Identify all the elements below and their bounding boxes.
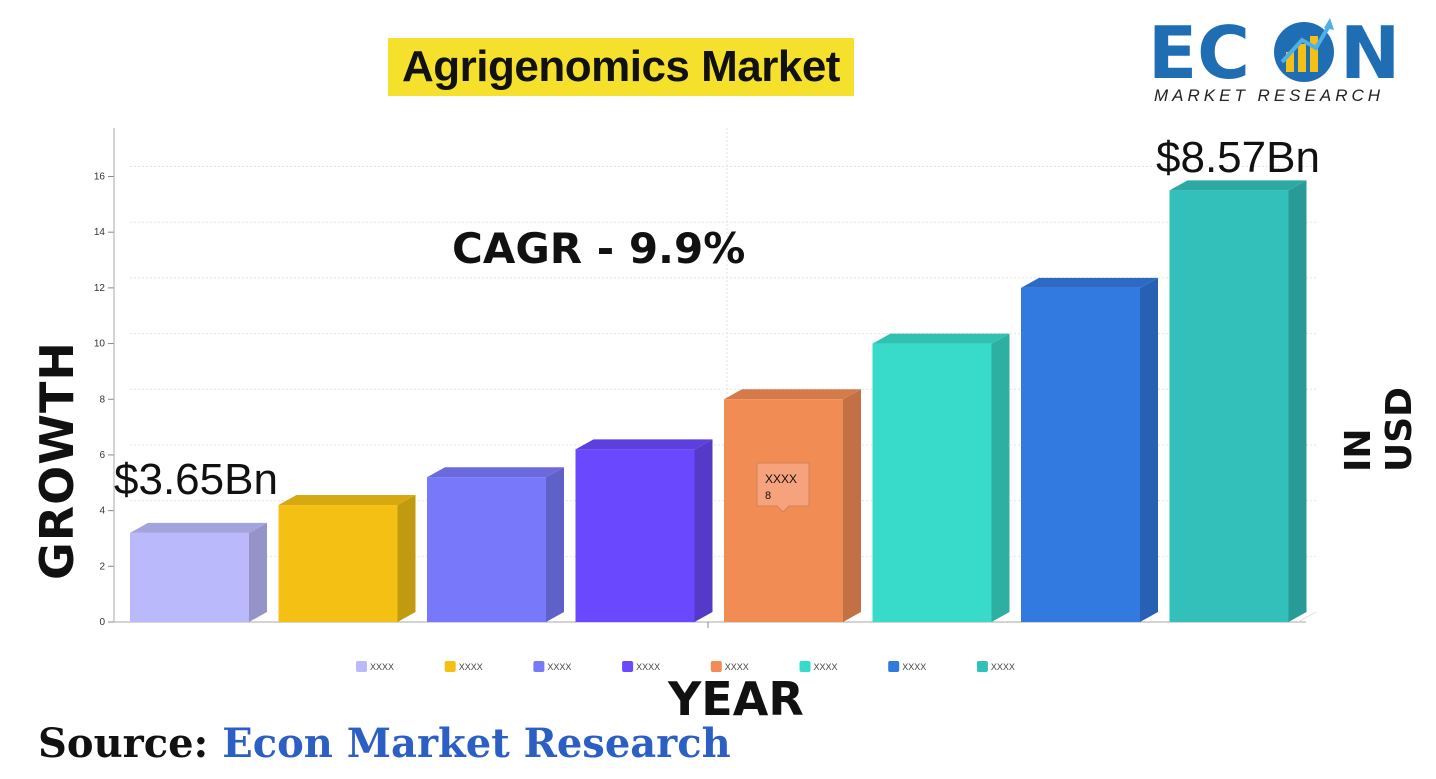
y-tick-label: 6 xyxy=(99,450,105,461)
bar xyxy=(130,522,267,622)
bar-top xyxy=(427,467,564,478)
tooltip-category: XXXX xyxy=(765,472,797,486)
y-tick-label: 0 xyxy=(99,617,105,628)
bar xyxy=(427,467,564,622)
legend-label: XXXX xyxy=(991,662,1015,672)
y-tick-label: 10 xyxy=(94,339,106,350)
chart-title: Agrigenomics Market xyxy=(402,42,840,91)
legend-swatch xyxy=(976,661,988,672)
econ-logo: EC N MARKET RESEARCH xyxy=(1148,10,1408,110)
bar-top xyxy=(278,495,416,506)
y-tick-label: 14 xyxy=(94,227,106,238)
bar xyxy=(872,333,1010,622)
bar-side xyxy=(1140,277,1158,622)
legend-label: XXXX xyxy=(814,662,838,672)
legend-label: XXXX xyxy=(636,662,660,672)
legend-label: XXXX xyxy=(902,662,926,672)
legend-swatch xyxy=(799,661,811,672)
bar-front xyxy=(427,477,546,622)
bar-top xyxy=(724,389,861,400)
tooltip-value: 8 xyxy=(765,490,771,502)
bar xyxy=(278,495,416,622)
source-line: Source: Econ Market Research xyxy=(38,720,731,767)
legend-swatch xyxy=(444,661,456,672)
tooltip-box xyxy=(756,462,810,513)
growth-icon xyxy=(1274,18,1334,82)
bar-front xyxy=(278,505,398,622)
x-axis-label: YEAR xyxy=(668,672,804,726)
source-label: Source: xyxy=(38,720,209,767)
bar xyxy=(575,439,713,622)
bar xyxy=(1021,277,1158,622)
svg-text:N: N xyxy=(1340,11,1400,90)
econ-logo-mark: EC N xyxy=(1148,11,1400,90)
floor-edge xyxy=(1297,611,1317,623)
bar-top xyxy=(130,522,267,533)
chart-title-highlight: Agrigenomics Market xyxy=(388,38,854,96)
tooltip: XXXX 8 xyxy=(756,462,810,513)
bar-front xyxy=(1169,190,1289,622)
legend-label: XXXX xyxy=(459,662,483,672)
legend-swatch xyxy=(710,661,722,672)
legend-swatch xyxy=(356,661,367,672)
bar-side xyxy=(249,522,267,622)
bar-front xyxy=(872,343,992,622)
bars xyxy=(130,180,1307,622)
legend-label: XXXX xyxy=(547,662,571,672)
bar xyxy=(1169,180,1307,622)
y-tick-label: 4 xyxy=(99,506,105,517)
y-tick-label: 12 xyxy=(94,283,106,294)
bar-front xyxy=(1021,287,1140,622)
bar-side xyxy=(694,439,713,622)
source-value: Econ Market Research xyxy=(222,720,731,767)
legend-swatch xyxy=(622,661,634,672)
legend-label: XXXX xyxy=(725,662,749,672)
bar-top xyxy=(1021,277,1158,288)
bar-top xyxy=(575,439,713,450)
legend-swatch xyxy=(888,661,900,672)
legend-swatch xyxy=(533,661,545,672)
bar-side xyxy=(397,495,416,622)
legend: XXXX XXXX XXXX XXXX XXXX XXXX XXXX XXXX xyxy=(356,661,1015,672)
bar-front xyxy=(130,532,249,622)
y-tick-label: 16 xyxy=(94,172,106,183)
bar-top xyxy=(872,333,1010,344)
logo-subtitle: MARKET RESEARCH xyxy=(1154,86,1385,105)
bar-front xyxy=(575,449,695,622)
svg-text:EC: EC xyxy=(1148,11,1250,90)
bar-top xyxy=(1169,180,1307,191)
y-tick-label: 2 xyxy=(99,561,105,572)
y-tick-label: 8 xyxy=(99,394,105,405)
bar-side xyxy=(1288,180,1307,622)
bar-side xyxy=(843,389,861,622)
y-axis-label: GROWTH xyxy=(30,341,84,580)
unit-label: IN USD xyxy=(1338,386,1420,472)
bar-side xyxy=(991,333,1010,622)
legend-label: XXXX xyxy=(370,662,394,672)
bar-side xyxy=(546,467,564,622)
